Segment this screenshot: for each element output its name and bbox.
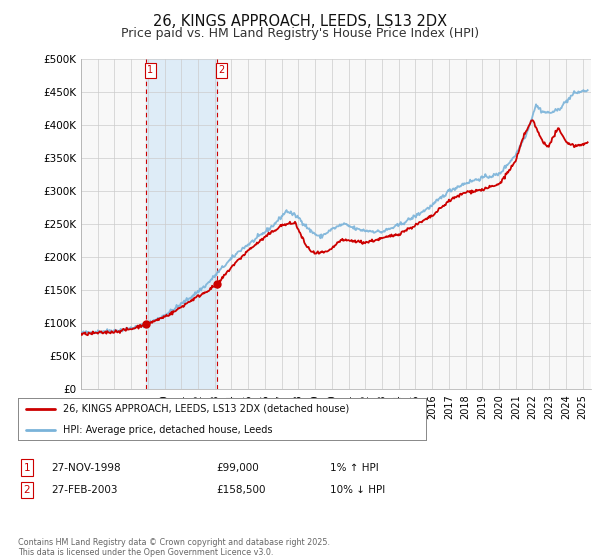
Text: 27-FEB-2003: 27-FEB-2003 — [51, 485, 118, 495]
Bar — [146, 59, 217, 389]
Text: 26, KINGS APPROACH, LEEDS, LS13 2DX: 26, KINGS APPROACH, LEEDS, LS13 2DX — [153, 14, 447, 29]
Text: £99,000: £99,000 — [216, 463, 259, 473]
Text: 1% ↑ HPI: 1% ↑ HPI — [330, 463, 379, 473]
Text: 10% ↓ HPI: 10% ↓ HPI — [330, 485, 385, 495]
Text: 2: 2 — [218, 66, 224, 76]
Text: Price paid vs. HM Land Registry's House Price Index (HPI): Price paid vs. HM Land Registry's House … — [121, 27, 479, 40]
Text: £158,500: £158,500 — [216, 485, 265, 495]
Text: 2: 2 — [23, 485, 31, 495]
Text: 26, KINGS APPROACH, LEEDS, LS13 2DX (detached house): 26, KINGS APPROACH, LEEDS, LS13 2DX (det… — [63, 404, 349, 414]
Text: 1: 1 — [147, 66, 153, 76]
Text: 27-NOV-1998: 27-NOV-1998 — [51, 463, 121, 473]
Text: Contains HM Land Registry data © Crown copyright and database right 2025.
This d: Contains HM Land Registry data © Crown c… — [18, 538, 330, 557]
Text: 1: 1 — [23, 463, 31, 473]
Text: HPI: Average price, detached house, Leeds: HPI: Average price, detached house, Leed… — [63, 426, 272, 435]
